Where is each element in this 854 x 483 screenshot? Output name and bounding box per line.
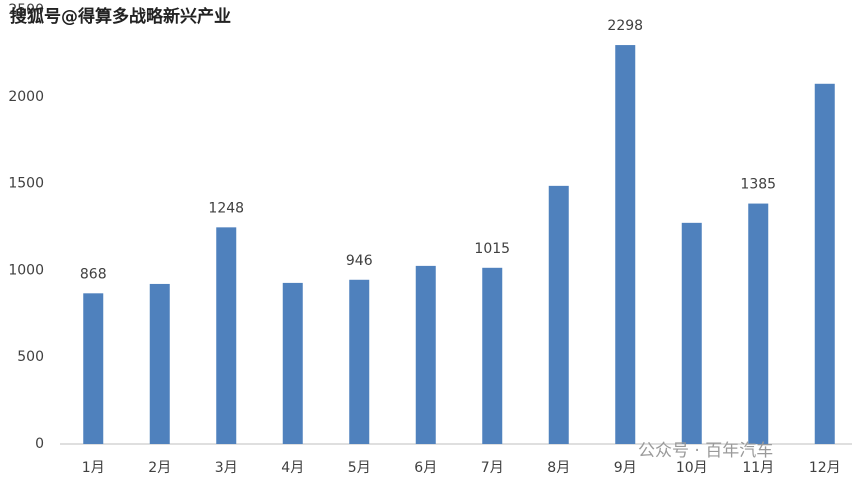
bar xyxy=(216,227,237,444)
y-tick-label: 2000 xyxy=(8,89,44,105)
data-label: 1385 xyxy=(740,177,776,193)
data-label: 1015 xyxy=(474,241,510,257)
x-tick-label: 11月 xyxy=(742,460,774,476)
bar xyxy=(548,185,569,444)
x-tick-label: 10月 xyxy=(676,460,708,476)
x-tick-label: 6月 xyxy=(414,460,437,476)
x-tick-label: 12月 xyxy=(809,460,841,476)
y-tick-label: 1500 xyxy=(8,176,44,192)
data-label: 868 xyxy=(80,266,107,282)
data-label: 2298 xyxy=(607,18,643,34)
bar xyxy=(349,279,370,444)
y-tick-label: 0 xyxy=(35,436,44,452)
x-tick-label: 5月 xyxy=(348,460,371,476)
x-tick-label: 8月 xyxy=(547,460,570,476)
x-tick-label: 3月 xyxy=(215,460,238,476)
x-tick-label: 4月 xyxy=(281,460,304,476)
bar xyxy=(282,282,303,444)
watermark: 公众号 · 百年汽车 xyxy=(638,441,773,461)
bar xyxy=(482,267,503,444)
y-tick-label: 2500 xyxy=(8,2,44,18)
bar xyxy=(814,83,835,444)
x-tick-label: 1月 xyxy=(82,460,105,476)
bar xyxy=(748,203,769,444)
bar xyxy=(83,293,104,444)
x-tick-label: 2月 xyxy=(148,460,171,476)
y-tick-label: 1000 xyxy=(8,262,44,278)
x-tick-label: 7月 xyxy=(481,460,504,476)
x-tick-label: 9月 xyxy=(614,460,637,476)
data-label: 946 xyxy=(346,253,373,269)
bar xyxy=(149,283,170,444)
bar xyxy=(681,222,702,444)
data-label: 1248 xyxy=(208,200,244,216)
bar xyxy=(415,265,436,444)
watermark: 搜狐号@得算多战略新兴产业 xyxy=(10,6,231,27)
bar xyxy=(615,45,636,444)
y-tick-label: 500 xyxy=(17,349,44,365)
